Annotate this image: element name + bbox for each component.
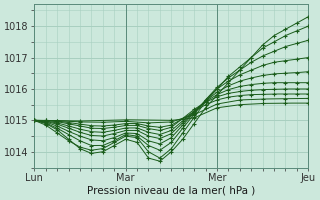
X-axis label: Pression niveau de la mer( hPa ): Pression niveau de la mer( hPa ): [87, 186, 255, 196]
